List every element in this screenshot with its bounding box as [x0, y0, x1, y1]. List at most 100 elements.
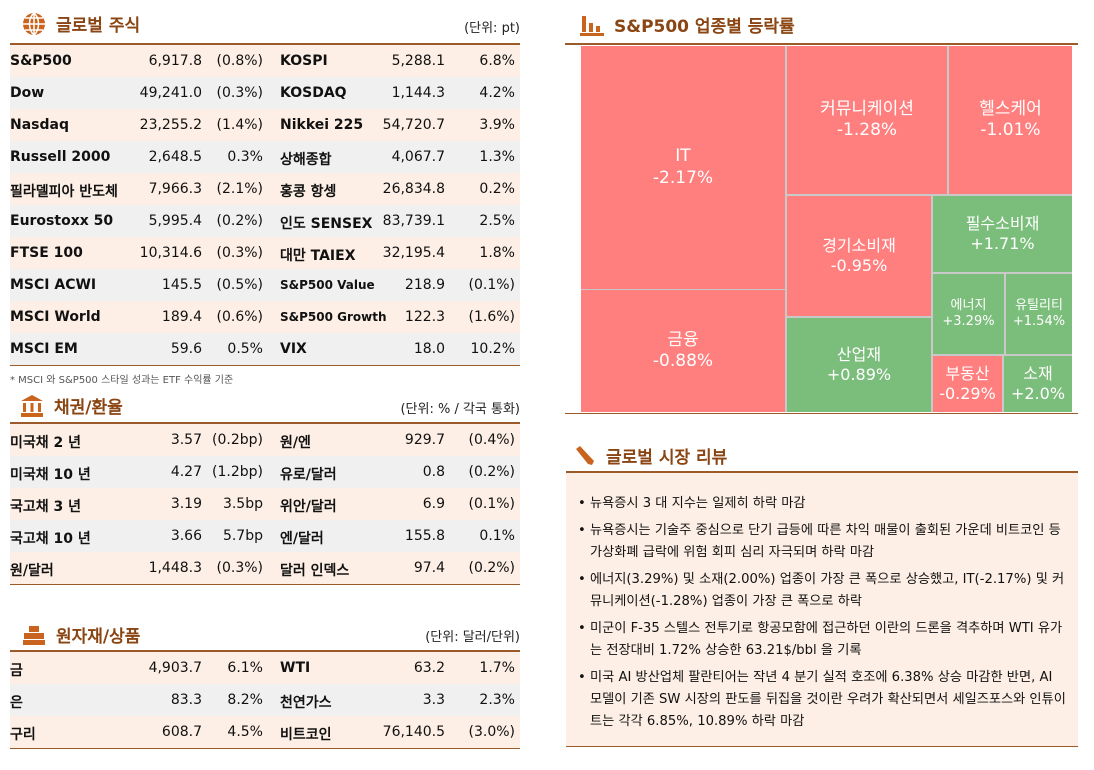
bonds-fx-title: 채권/환율: [20, 393, 123, 418]
name-cell: 인도 SENSEX: [280, 216, 373, 232]
name-cell: MSCI EM: [10, 341, 78, 357]
treemap-cell: 필수소비재 +1.71%: [933, 196, 1072, 272]
change-cell: (3.0%): [468, 724, 516, 740]
value-cell: 5,288.1: [391, 53, 445, 69]
name-cell: Nikkei 225: [280, 117, 364, 133]
table-row: Eurostoxx 50 5,995.4 (0.2%) 인도 SENSEX 83,739…: [10, 205, 520, 237]
divider: [10, 748, 520, 749]
value-cell: 929.7: [404, 432, 445, 448]
change-cell: 8.2%: [227, 692, 263, 708]
sector-name: 헬스케어: [979, 98, 1042, 119]
name-cell: Russell 2000: [10, 149, 111, 165]
value-cell: 3.66: [170, 528, 202, 544]
treemap-cell: 에너지 +3.29%: [933, 274, 1004, 354]
sector-name: 필수소비재: [965, 214, 1040, 233]
value-cell: 4.27: [170, 464, 202, 480]
change-cell: 1.8%: [479, 245, 515, 261]
table-row: MSCI EM 59.6 0.5% VIX 18.0 10.2%: [10, 333, 520, 365]
sector-change: +1.54%: [1012, 314, 1066, 329]
table-row: 미국채 2 년 3.57 (0.2bp) 원/엔 929.7 (0.4%): [10, 424, 520, 456]
name-cell: 위안/달러: [280, 499, 337, 515]
value-cell: 6.9: [422, 496, 445, 512]
name-cell: Dow: [10, 85, 45, 101]
section-heading: 글로벌 시장 리뷰: [606, 448, 728, 468]
gold-bars-icon: [23, 625, 45, 645]
change-cell: (1.2bp): [212, 464, 263, 480]
sector-name: 산업재: [836, 345, 882, 364]
change-cell: 4.5%: [227, 724, 263, 740]
value-cell: 23,255.2: [139, 117, 202, 133]
value-cell: 0.8: [422, 464, 445, 480]
value-cell: 7,966.3: [148, 181, 202, 197]
section-heading: 글로벌 주식: [56, 16, 141, 36]
name-cell: 천연가스: [280, 695, 332, 711]
change-cell: (0.6%): [216, 309, 264, 325]
value-cell: 608.7: [161, 724, 202, 740]
sector-name: 유틸리티: [1015, 297, 1063, 313]
value-cell: 32,195.4: [382, 245, 445, 261]
table-row: S&P500 6,917.8 (0.8%) KOSPI 5,288.1 6.8%: [10, 45, 520, 77]
treemap-cell: 부동산 -0.29%: [933, 356, 1002, 412]
review-item: 뉴욕증시는 기술주 중심으로 단기 급등에 따른 차익 매물이 출회된 가운데 …: [578, 520, 1066, 564]
change-cell: (0.3%): [216, 85, 264, 101]
value-cell: 83,739.1: [382, 213, 445, 229]
sector-change: -2.17%: [652, 167, 714, 188]
change-cell: (0.1%): [468, 496, 516, 512]
divider: [10, 650, 520, 652]
name-cell: 상해종합: [280, 152, 332, 168]
value-cell: 54,720.7: [382, 117, 445, 133]
name-cell: 대만 TAIEX: [280, 248, 356, 264]
change-cell: 0.3%: [227, 149, 263, 165]
section-heading: 채권/환율: [54, 398, 123, 418]
table-row: 미국채 10 년 4.27 (1.2bp) 유로/달러 0.8 (0.2%): [10, 456, 520, 488]
treemap-cell: 커뮤니케이션 -1.28%: [787, 46, 947, 194]
table-row: 국고채 10 년 3.66 5.7bp 엔/달러 155.8 0.1%: [10, 520, 520, 552]
treemap-cell: 유틸리티 +1.54%: [1006, 274, 1072, 354]
table-row: 필라델피아 반도체 7,966.3 (2.1%) 홍콩 항셍 26,834.8 0.2%: [10, 173, 520, 205]
name-cell: 미국채 10 년: [10, 467, 91, 483]
treemap-cell: 소재 +2.0%: [1004, 356, 1072, 412]
name-cell: S&P500: [10, 53, 72, 69]
name-cell: KOSDAQ: [280, 85, 347, 101]
table-row: Nasdaq 23,255.2 (1.4%) Nikkei 225 54,720.7 3.…: [10, 109, 520, 141]
change-cell: 2.3%: [479, 692, 515, 708]
change-cell: 3.9%: [479, 117, 515, 133]
value-cell: 26,834.8: [382, 181, 445, 197]
bank-icon: [21, 394, 43, 417]
treemap-cell: 금융 -0.88%: [581, 290, 785, 412]
sector-change: +2.0%: [1010, 384, 1066, 403]
sector-change: +0.89%: [826, 365, 892, 384]
change-cell: (0.5%): [216, 277, 264, 293]
value-cell: 122.3: [404, 309, 445, 325]
value-cell: 3.19: [170, 496, 202, 512]
divider: [565, 43, 1078, 45]
footnote: * MSCI 와 S&P500 스타일 성과는 ETF 수익률 기준: [10, 375, 234, 386]
sector-change: -0.88%: [652, 351, 714, 371]
change-cell: (0.2%): [216, 213, 264, 229]
change-cell: (1.4%): [216, 117, 264, 133]
review-item: 에너지(3.29%) 및 소재(2.00%) 업종이 가장 큰 폭으로 상승했고…: [578, 569, 1066, 613]
change-cell: (0.2%): [468, 560, 516, 576]
value-cell: 10,314.6: [139, 245, 202, 261]
bar-chart-icon: [580, 15, 604, 36]
divider: [566, 746, 1078, 747]
sector-name: 에너지: [950, 297, 987, 313]
change-cell: 6.8%: [479, 53, 515, 69]
value-cell: 4,067.7: [391, 149, 445, 165]
table-row: 원/달러 1,448.3 (0.3%) 달러 인덱스 97.4 (0.2%): [10, 552, 520, 584]
name-cell: 금: [10, 663, 23, 679]
unit-label: (단위: pt): [464, 21, 520, 36]
change-cell: 1.7%: [479, 660, 515, 676]
name-cell: 구리: [10, 727, 36, 743]
name-cell: Eurostoxx 50: [10, 213, 114, 229]
name-cell: VIX: [280, 341, 307, 357]
table-row: FTSE 100 10,314.6 (0.3%) 대만 TAIEX 32,195.4 1.…: [10, 237, 520, 269]
name-cell: 은: [10, 695, 23, 711]
sector-name: 커뮤니케이션: [820, 98, 914, 119]
treemap-cell: 산업재 +0.89%: [787, 318, 931, 412]
change-cell: 2.5%: [479, 213, 515, 229]
treemap-cell: IT -2.17%: [581, 46, 785, 289]
value-cell: 3.3: [422, 692, 445, 708]
sector-change: -1.01%: [980, 120, 1041, 140]
change-cell: 1.3%: [479, 149, 515, 165]
